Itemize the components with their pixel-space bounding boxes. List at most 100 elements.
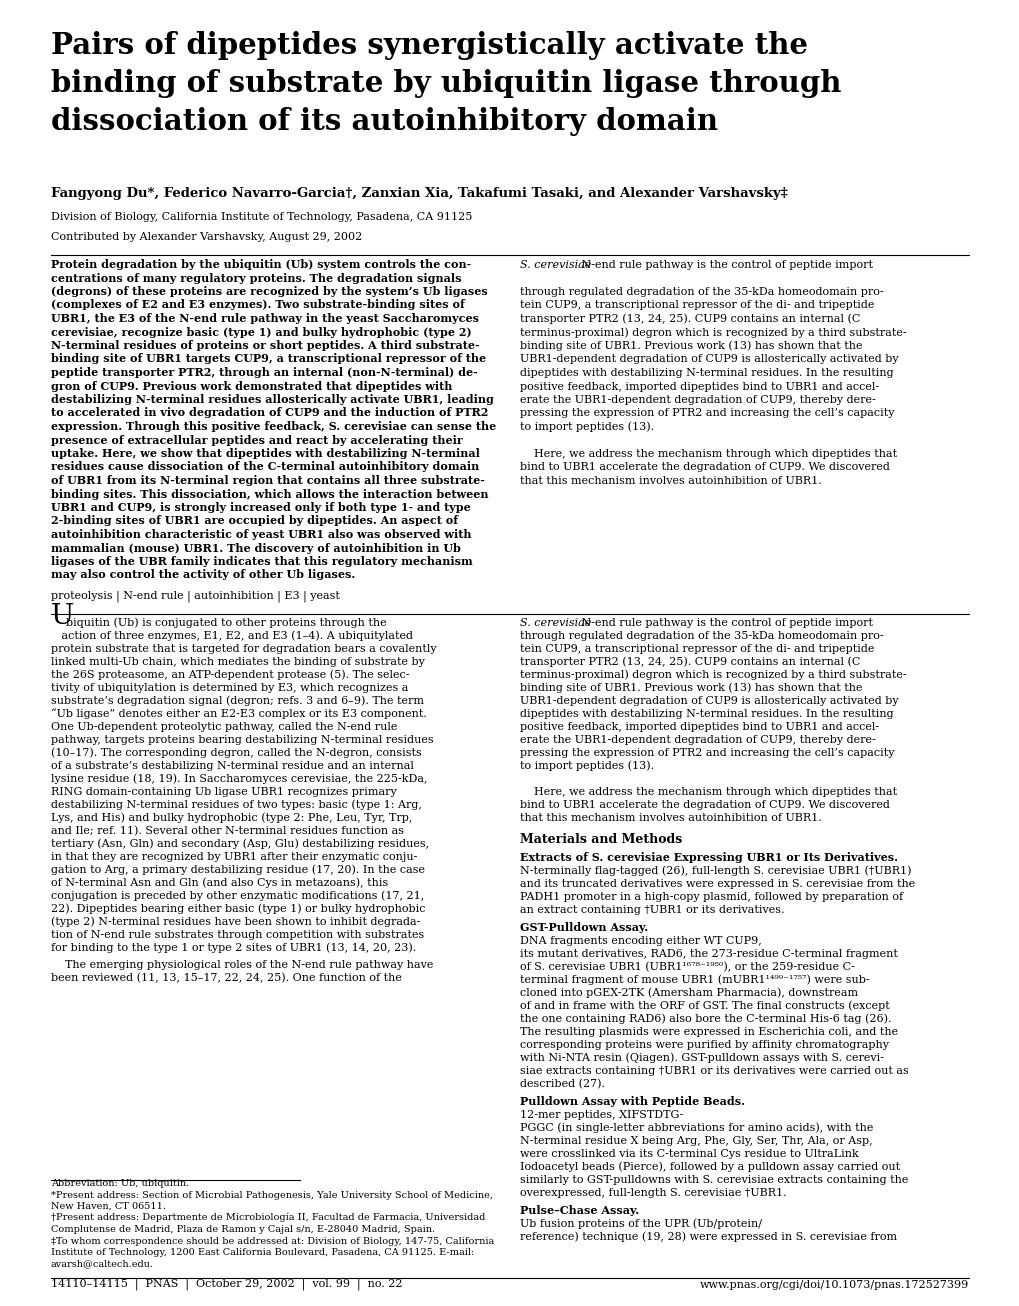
Text: *Present address: Section of Microbial Pathogenesis, Yale University School of M: *Present address: Section of Microbial P… xyxy=(51,1191,492,1199)
Text: One Ub-dependent proteolytic pathway, called the N-end rule: One Ub-dependent proteolytic pathway, ca… xyxy=(51,722,397,731)
Text: UBR1 and CUP9, is strongly increased only if both type 1- and type: UBR1 and CUP9, is strongly increased onl… xyxy=(51,502,471,513)
Text: positive feedback, imported dipeptides bind to UBR1 and accel-: positive feedback, imported dipeptides b… xyxy=(520,381,878,392)
Text: for binding to the type 1 or type 2 sites of UBR1 (13, 14, 20, 23).: for binding to the type 1 or type 2 site… xyxy=(51,943,416,953)
Text: PGGC (in single-letter abbreviations for amino acids), with the: PGGC (in single-letter abbreviations for… xyxy=(520,1122,872,1134)
Text: Contributed by Alexander Varshavsky, August 29, 2002: Contributed by Alexander Varshavsky, Aug… xyxy=(51,232,362,242)
Text: that this mechanism involves autoinhibition of UBR1.: that this mechanism involves autoinhibit… xyxy=(520,475,821,486)
Text: transporter PTR2 (13, 24, 25). CUP9 contains an internal (C: transporter PTR2 (13, 24, 25). CUP9 cont… xyxy=(520,313,860,324)
Text: peptide transporter PTR2, through an internal (non-N-terminal) de-: peptide transporter PTR2, through an int… xyxy=(51,367,477,377)
Text: conjugation is preceded by other enzymatic modifications (17, 21,: conjugation is preceded by other enzymat… xyxy=(51,891,424,901)
Text: tion of N-end rule substrates through competition with substrates: tion of N-end rule substrates through co… xyxy=(51,930,424,940)
Text: N-end rule pathway is the control of peptide import: N-end rule pathway is the control of pep… xyxy=(578,260,872,270)
Text: 22). Dipeptides bearing either basic (type 1) or bulky hydrophobic: 22). Dipeptides bearing either basic (ty… xyxy=(51,904,425,914)
Text: dipeptides with destabilizing N-terminal residues. In the resulting: dipeptides with destabilizing N-terminal… xyxy=(520,368,893,377)
Text: action of three enzymes, E1, E2, and E3 (1–4). A ubiquitylated: action of three enzymes, E1, E2, and E3 … xyxy=(51,631,413,641)
Text: its mutant derivatives, RAD6, the 273-residue C-terminal fragment: its mutant derivatives, RAD6, the 273-re… xyxy=(520,949,897,959)
Text: mammalian (mouse) UBR1. The discovery of autoinhibition in Ub: mammalian (mouse) UBR1. The discovery of… xyxy=(51,542,461,554)
Text: Pulldown Assay with Peptide Beads.: Pulldown Assay with Peptide Beads. xyxy=(520,1096,748,1107)
Text: tein CUP9, a transcriptional repressor of the di- and tripeptide: tein CUP9, a transcriptional repressor o… xyxy=(520,644,873,654)
Text: Protein degradation by the ubiquitin (Ub) system controls the con-: Protein degradation by the ubiquitin (Ub… xyxy=(51,259,471,270)
Text: terminus-proximal) degron which is recognized by a third substrate-: terminus-proximal) degron which is recog… xyxy=(520,670,906,680)
Text: overexpressed, full-length S. cerevisiae †UBR1.: overexpressed, full-length S. cerevisiae… xyxy=(520,1188,786,1198)
Text: Fangyong Du*, Federico Navarro-Garcia†, Zanxian Xia, Takafumi Tasaki, and Alexan: Fangyong Du*, Federico Navarro-Garcia†, … xyxy=(51,187,787,200)
Text: bind to UBR1 accelerate the degradation of CUP9. We discovered: bind to UBR1 accelerate the degradation … xyxy=(520,462,889,473)
Text: an extract containing †UBR1 or its derivatives.: an extract containing †UBR1 or its deriv… xyxy=(520,905,784,916)
Text: were crosslinked via its C-terminal Cys residue to UltraLink: were crosslinked via its C-terminal Cys … xyxy=(520,1149,858,1158)
Text: Here, we address the mechanism through which dipeptides that: Here, we address the mechanism through w… xyxy=(520,788,897,797)
Text: binding of substrate by ubiquitin ligase through: binding of substrate by ubiquitin ligase… xyxy=(51,69,841,98)
Text: N-terminal residues of proteins or short peptides. A third substrate-: N-terminal residues of proteins or short… xyxy=(51,340,479,351)
Text: UBR1-dependent degradation of CUP9 is allosterically activated by: UBR1-dependent degradation of CUP9 is al… xyxy=(520,354,898,364)
Text: terminal fragment of mouse UBR1 (mUBR1¹⁴⁹⁹⁻¹⁷⁵⁷) were sub-: terminal fragment of mouse UBR1 (mUBR1¹⁴… xyxy=(520,974,869,985)
Text: destabilizing N-terminal residues allosterically activate UBR1, leading: destabilizing N-terminal residues allost… xyxy=(51,394,493,405)
Text: reference) technique (19, 28) were expressed in S. cerevisiae from: reference) technique (19, 28) were expre… xyxy=(520,1232,897,1242)
Text: through regulated degradation of the 35-kDa homeodomain pro-: through regulated degradation of the 35-… xyxy=(520,631,882,641)
Text: UBR1-dependent degradation of CUP9 is allosterically activated by: UBR1-dependent degradation of CUP9 is al… xyxy=(520,696,898,707)
Text: similarly to GST-pulldowns with S. cerevisiae extracts containing the: similarly to GST-pulldowns with S. cerev… xyxy=(520,1175,908,1185)
Text: bind to UBR1 accelerate the degradation of CUP9. We discovered: bind to UBR1 accelerate the degradation … xyxy=(520,801,889,810)
Text: tivity of ubiquitylation is determined by E3, which recognizes a: tivity of ubiquitylation is determined b… xyxy=(51,683,408,693)
Text: dissociation of its autoinhibitory domain: dissociation of its autoinhibitory domai… xyxy=(51,107,717,136)
Text: Extracts of S. cerevisiae Expressing UBR1 or Its Derivatives.: Extracts of S. cerevisiae Expressing UBR… xyxy=(520,852,901,863)
Text: erate the UBR1-dependent degradation of CUP9, thereby dere-: erate the UBR1-dependent degradation of … xyxy=(520,735,875,744)
Text: tein CUP9, a transcriptional repressor of the di- and tripeptide: tein CUP9, a transcriptional repressor o… xyxy=(520,300,873,311)
Text: of a substrate’s destabilizing N-terminal residue and an internal: of a substrate’s destabilizing N-termina… xyxy=(51,761,414,771)
Text: to accelerated in vivo degradation of CUP9 and the induction of PTR2: to accelerated in vivo degradation of CU… xyxy=(51,407,488,418)
Text: (10–17). The corresponding degron, called the N-degron, consists: (10–17). The corresponding degron, calle… xyxy=(51,747,421,757)
Text: tertiary (Asn, Gln) and secondary (Asp, Glu) destabilizing residues,: tertiary (Asn, Gln) and secondary (Asp, … xyxy=(51,838,429,849)
Text: 14110–14115  |  PNAS  |  October 29, 2002  |  vol. 99  |  no. 22: 14110–14115 | PNAS | October 29, 2002 | … xyxy=(51,1279,403,1290)
Text: dipeptides with destabilizing N-terminal residues. In the resulting: dipeptides with destabilizing N-terminal… xyxy=(520,709,893,720)
Text: (degrons) of these proteins are recognized by the system’s Ub ligases: (degrons) of these proteins are recogniz… xyxy=(51,286,487,296)
Text: positive feedback, imported dipeptides bind to UBR1 and accel-: positive feedback, imported dipeptides b… xyxy=(520,722,878,731)
Text: corresponding proteins were purified by affinity chromatography: corresponding proteins were purified by … xyxy=(520,1040,889,1050)
Text: N-terminally flag-tagged (26), full-length S. cerevisiae UBR1 (†UBR1): N-terminally flag-tagged (26), full-leng… xyxy=(520,866,911,876)
Text: uptake. Here, we show that dipeptides with destabilizing N-terminal: uptake. Here, we show that dipeptides wi… xyxy=(51,448,479,458)
Text: erate the UBR1-dependent degradation of CUP9, thereby dere-: erate the UBR1-dependent degradation of … xyxy=(520,394,875,405)
Text: U: U xyxy=(51,603,74,629)
Text: DNA fragments encoding either WT CUP9,: DNA fragments encoding either WT CUP9, xyxy=(520,936,761,946)
Text: PADH1 promoter in a high-copy plasmid, followed by preparation of: PADH1 promoter in a high-copy plasmid, f… xyxy=(520,892,902,902)
Text: biquitin (Ub) is conjugated to other proteins through the: biquitin (Ub) is conjugated to other pro… xyxy=(66,618,386,628)
Text: lysine residue (18, 19). In Saccharomyces cerevisiae, the 225-kDa,: lysine residue (18, 19). In Saccharomyce… xyxy=(51,773,427,784)
Text: siae extracts containing †UBR1 or its derivatives were carried out as: siae extracts containing †UBR1 or its de… xyxy=(520,1066,908,1076)
Text: N-end rule pathway is the control of peptide import: N-end rule pathway is the control of pep… xyxy=(578,618,872,628)
Text: binding sites. This dissociation, which allows the interaction between: binding sites. This dissociation, which … xyxy=(51,488,488,499)
Text: substrate’s degradation signal (degron; refs. 3 and 6–9). The term: substrate’s degradation signal (degron; … xyxy=(51,695,424,707)
Text: “Ub ligase” denotes either an E2-E3 complex or its E3 component.: “Ub ligase” denotes either an E2-E3 comp… xyxy=(51,708,427,720)
Text: Ub fusion proteins of the UPR (Ub/protein/: Ub fusion proteins of the UPR (Ub/protei… xyxy=(520,1218,761,1229)
Text: The emerging physiological roles of the N-end rule pathway have: The emerging physiological roles of the … xyxy=(51,960,433,970)
Text: been reviewed (11, 13, 15–17, 22, 24, 25). One function of the: been reviewed (11, 13, 15–17, 22, 24, 25… xyxy=(51,973,401,983)
Text: and Ile; ref. 11). Several other N-terminal residues function as: and Ile; ref. 11). Several other N-termi… xyxy=(51,825,404,836)
Text: described (27).: described (27). xyxy=(520,1079,604,1089)
Text: may also control the activity of other Ub ligases.: may also control the activity of other U… xyxy=(51,569,355,580)
Text: to import peptides (13).: to import peptides (13). xyxy=(520,422,653,432)
Text: protein substrate that is targeted for degradation bears a covalently: protein substrate that is targeted for d… xyxy=(51,644,436,654)
Text: UBR1, the E3 of the N-end rule pathway in the yeast Saccharomyces: UBR1, the E3 of the N-end rule pathway i… xyxy=(51,313,479,324)
Text: ligases of the UBR family indicates that this regulatory mechanism: ligases of the UBR family indicates that… xyxy=(51,556,472,567)
Text: residues cause dissociation of the C-terminal autoinhibitory domain: residues cause dissociation of the C-ter… xyxy=(51,461,479,473)
Text: New Haven, CT 06511.: New Haven, CT 06511. xyxy=(51,1202,166,1211)
Text: of UBR1 from its N-terminal region that contains all three substrate-: of UBR1 from its N-terminal region that … xyxy=(51,475,484,486)
Text: N-terminal residue X being Arg, Phe, Gly, Ser, Thr, Ala, or Asp,: N-terminal residue X being Arg, Phe, Gly… xyxy=(520,1136,872,1145)
Text: Materials and Methods: Materials and Methods xyxy=(520,833,682,846)
Text: and its truncated derivatives were expressed in S. cerevisiae from the: and its truncated derivatives were expre… xyxy=(520,879,914,889)
Text: in that they are recognized by UBR1 after their enzymatic conju-: in that they are recognized by UBR1 afte… xyxy=(51,852,417,862)
Text: binding site of UBR1. Previous work (13) has shown that the: binding site of UBR1. Previous work (13)… xyxy=(520,341,862,351)
Text: Pulse–Chase Assay.: Pulse–Chase Assay. xyxy=(520,1205,642,1216)
Text: S. cerevisiae: S. cerevisiae xyxy=(520,260,591,270)
Text: pressing the expression of PTR2 and increasing the cell’s capacity: pressing the expression of PTR2 and incr… xyxy=(520,748,894,757)
Text: Complutense de Madrid, Plaza de Ramon y Cajal s/n, E-28040 Madrid, Spain.: Complutense de Madrid, Plaza de Ramon y … xyxy=(51,1225,435,1234)
Text: Pairs of dipeptides synergistically activate the: Pairs of dipeptides synergistically acti… xyxy=(51,31,807,60)
Text: ‡To whom correspondence should be addressed at: Division of Biology, 147-75, Cal: ‡To whom correspondence should be addres… xyxy=(51,1237,494,1246)
Text: destabilizing N-terminal residues of two types: basic (type 1: Arg,: destabilizing N-terminal residues of two… xyxy=(51,799,422,810)
Text: (type 2) N-terminal residues have been shown to inhibit degrada-: (type 2) N-terminal residues have been s… xyxy=(51,917,420,927)
Text: binding site of UBR1 targets CUP9, a transcriptional repressor of the: binding site of UBR1 targets CUP9, a tra… xyxy=(51,354,486,364)
Text: pathway, targets proteins bearing destabilizing N-terminal residues: pathway, targets proteins bearing destab… xyxy=(51,735,433,744)
Text: centrations of many regulatory proteins. The degradation signals: centrations of many regulatory proteins.… xyxy=(51,273,461,283)
Text: autoinhibition characteristic of yeast UBR1 also was observed with: autoinhibition characteristic of yeast U… xyxy=(51,529,471,539)
Text: binding site of UBR1. Previous work (13) has shown that the: binding site of UBR1. Previous work (13)… xyxy=(520,683,862,693)
Text: (complexes of E2 and E3 enzymes). Two substrate-binding sites of: (complexes of E2 and E3 enzymes). Two su… xyxy=(51,299,465,311)
Text: that this mechanism involves autoinhibition of UBR1.: that this mechanism involves autoinhibit… xyxy=(520,814,821,823)
Text: S. cerevisiae: S. cerevisiae xyxy=(520,618,591,628)
Text: Iodoacetyl beads (Pierce), followed by a pulldown assay carried out: Iodoacetyl beads (Pierce), followed by a… xyxy=(520,1161,899,1171)
